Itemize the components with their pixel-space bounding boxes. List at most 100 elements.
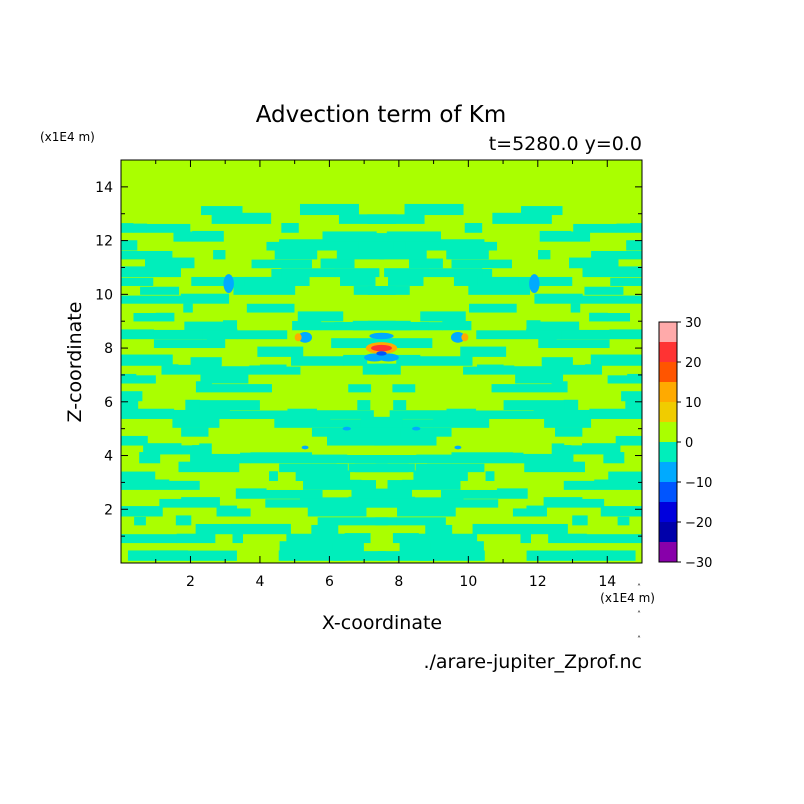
field-cell-negative bbox=[563, 445, 572, 455]
field-cell-negative bbox=[121, 329, 154, 340]
field-cell-negative bbox=[187, 550, 237, 561]
field-cell-negative bbox=[453, 276, 478, 286]
field-cell-negative bbox=[548, 533, 587, 544]
colorbar-swatch bbox=[659, 462, 677, 482]
colorbar-swatch bbox=[659, 322, 677, 342]
field-cell-negative bbox=[299, 550, 346, 561]
field-cell-negative bbox=[621, 391, 642, 402]
colorbar-label: −20 bbox=[685, 516, 712, 531]
field-cell-negative bbox=[121, 240, 138, 251]
field-cell-negative bbox=[213, 250, 226, 260]
field-cell-negative bbox=[235, 488, 267, 499]
field-cell-negative bbox=[575, 550, 613, 561]
field-cell-negative bbox=[373, 488, 413, 499]
field-cell-negative bbox=[591, 250, 642, 260]
field-cell-negative bbox=[627, 373, 642, 384]
field-cell-negative bbox=[307, 505, 367, 517]
field-cell-negative bbox=[399, 540, 431, 552]
field-cell-negative bbox=[333, 551, 386, 561]
field-cell-negative bbox=[287, 408, 317, 419]
field-cell-negative bbox=[322, 231, 377, 242]
field-cell-negative bbox=[244, 276, 287, 286]
field-cell-negative bbox=[190, 357, 222, 366]
field-cell-negative bbox=[180, 293, 230, 304]
field-cell-negative bbox=[311, 524, 339, 535]
field-cell-negative bbox=[582, 266, 642, 278]
field-cell-negative bbox=[402, 419, 434, 428]
field-cell-negative bbox=[269, 471, 278, 482]
field-cell-negative bbox=[132, 223, 147, 233]
field-cell-negative bbox=[146, 223, 191, 233]
field-cell-negative bbox=[446, 248, 489, 260]
x-axis-label: X-coordinate bbox=[322, 612, 442, 634]
field-cell-negative bbox=[121, 534, 178, 544]
field-cell-negative bbox=[233, 284, 296, 295]
field-cell-negative bbox=[405, 497, 464, 508]
field-cell-negative bbox=[362, 416, 403, 428]
field-cell-negative bbox=[340, 276, 376, 286]
field-cell-negative bbox=[396, 517, 446, 526]
field-cell-negative bbox=[223, 320, 238, 331]
field-cell-negative bbox=[603, 452, 625, 464]
field-cell-negative bbox=[464, 222, 483, 233]
field-cell-negative bbox=[446, 408, 477, 419]
field-cell-negative bbox=[303, 479, 362, 490]
field-cell-negative bbox=[281, 222, 299, 233]
field-cell-negative bbox=[332, 540, 364, 552]
field-cell-negative bbox=[526, 320, 541, 331]
plot-frame bbox=[120, 159, 643, 564]
field-feature bbox=[529, 274, 540, 293]
field-cell-negative bbox=[570, 303, 581, 313]
field-cell-negative bbox=[153, 329, 203, 340]
field-cell-negative bbox=[257, 346, 304, 357]
field-cell-negative bbox=[211, 212, 272, 224]
field-cell-negative bbox=[311, 427, 364, 437]
field-cell-negative bbox=[259, 364, 287, 375]
field-cell-negative bbox=[543, 497, 583, 508]
field-cell-negative bbox=[609, 329, 642, 340]
field-cell-negative bbox=[520, 533, 531, 544]
field-cell-negative bbox=[180, 445, 193, 455]
field-feature bbox=[298, 331, 313, 343]
field-cell-negative bbox=[121, 435, 148, 446]
field-cell-negative bbox=[585, 364, 603, 375]
colorbar-swatch bbox=[659, 442, 677, 462]
field-cell-negative bbox=[513, 366, 543, 375]
field-feature bbox=[294, 333, 302, 342]
field-cell-negative bbox=[274, 248, 318, 260]
field-cell-negative bbox=[231, 523, 291, 535]
x-tick-label: 4 bbox=[255, 574, 264, 590]
field-cell-negative bbox=[177, 364, 222, 375]
field-cell-negative bbox=[512, 452, 524, 464]
field-cell-negative bbox=[155, 312, 175, 322]
field-cell-negative bbox=[589, 312, 608, 322]
field-cell-negative bbox=[427, 463, 485, 473]
field-cell-negative bbox=[250, 452, 313, 464]
field-cell-negative bbox=[594, 479, 642, 490]
field-cell-negative bbox=[236, 330, 288, 340]
field-cell-negative bbox=[463, 366, 478, 375]
field-cell-negative bbox=[375, 517, 397, 526]
field-cell-negative bbox=[190, 453, 241, 464]
field-feature bbox=[461, 333, 469, 342]
x-tick-label: 6 bbox=[325, 574, 334, 590]
field-cell-negative bbox=[555, 427, 583, 437]
field-cell-negative bbox=[279, 541, 308, 552]
field-cell-negative bbox=[295, 470, 320, 482]
field-cell-negative bbox=[626, 240, 642, 251]
field-cell-negative bbox=[318, 470, 351, 482]
field-cell-negative bbox=[150, 550, 189, 561]
field-cell-negative bbox=[297, 311, 344, 322]
field-cell-negative bbox=[232, 533, 244, 544]
field-cell-negative bbox=[335, 463, 348, 473]
field-cell-negative bbox=[442, 320, 472, 331]
field-cell-negative bbox=[377, 551, 431, 561]
heatmap-field bbox=[121, 160, 642, 563]
field-cell-negative bbox=[192, 230, 224, 242]
field-cell-negative bbox=[586, 534, 642, 544]
field-cell-negative bbox=[475, 410, 535, 419]
field-cell-negative bbox=[334, 268, 380, 278]
field-cell-negative bbox=[496, 488, 528, 499]
field-cell-negative bbox=[515, 373, 564, 384]
field-cell-negative bbox=[291, 356, 344, 366]
